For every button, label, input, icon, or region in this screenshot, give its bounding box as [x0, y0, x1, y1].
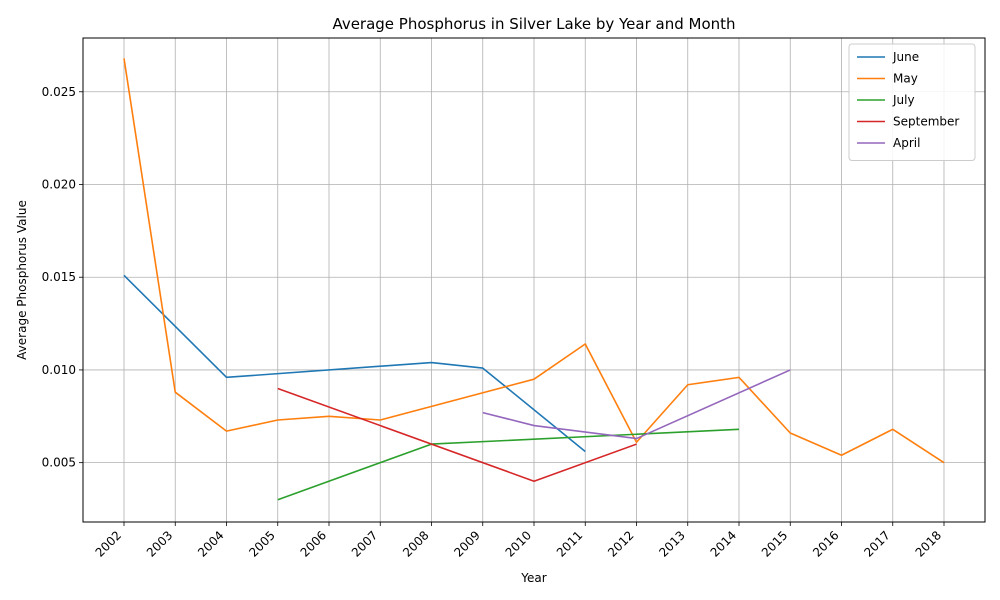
x-tick-label: 2006: [298, 528, 329, 559]
x-tick-label: 2009: [451, 528, 482, 559]
series-line-september: [277, 387, 637, 483]
legend-label: April: [893, 136, 920, 150]
legend-label: September: [893, 115, 959, 129]
x-tick-label: 2008: [400, 528, 431, 559]
x-axis-label: Year: [520, 571, 546, 585]
y-axis-label: Average Phosphorus Value: [15, 200, 29, 360]
x-tick-label: 2017: [861, 528, 892, 559]
x-tick-label: 2005: [246, 528, 277, 559]
legend-box: [848, 43, 976, 161]
series-line-july: [277, 428, 740, 501]
x-tick-label: 2015: [759, 528, 790, 559]
y-tick-label: 0.010: [42, 363, 76, 377]
axis-ticks: 2002 2003 2004 2005 2006 2007 2008 2009 2010 2011…: [42, 85, 945, 560]
x-tick-label: 2010: [503, 528, 534, 559]
y-tick-label: 0.015: [42, 270, 76, 284]
x-tick-label: 2014: [708, 528, 739, 559]
x-tick-label: 2012: [605, 528, 636, 559]
series-lines: [123, 58, 945, 501]
series-line-april: [482, 369, 791, 440]
x-tick-label: 2011: [554, 528, 585, 559]
x-tick-label: 2018: [913, 528, 944, 559]
x-tick-label: 2002: [93, 528, 124, 559]
y-tick-label: 0.005: [42, 456, 76, 470]
y-tick-label: 0.025: [42, 85, 76, 99]
y-tick-label: 0.020: [42, 177, 76, 191]
x-tick-label: 2016: [810, 528, 841, 559]
grid-lines: [83, 38, 985, 522]
legend-label: July: [892, 93, 915, 107]
series-line-may: [123, 58, 945, 464]
legend: June May July September April: [848, 43, 976, 161]
x-tick-label: 2003: [144, 528, 175, 559]
x-tick-label: 2013: [656, 528, 687, 559]
x-tick-label: 2004: [195, 528, 226, 559]
series-line-june: [123, 274, 586, 453]
chart-title: Average Phosphorus in Silver Lake by Yea…: [332, 15, 735, 33]
legend-label: May: [893, 72, 918, 86]
x-tick-label: 2007: [349, 528, 380, 559]
legend-label: June: [892, 50, 919, 64]
